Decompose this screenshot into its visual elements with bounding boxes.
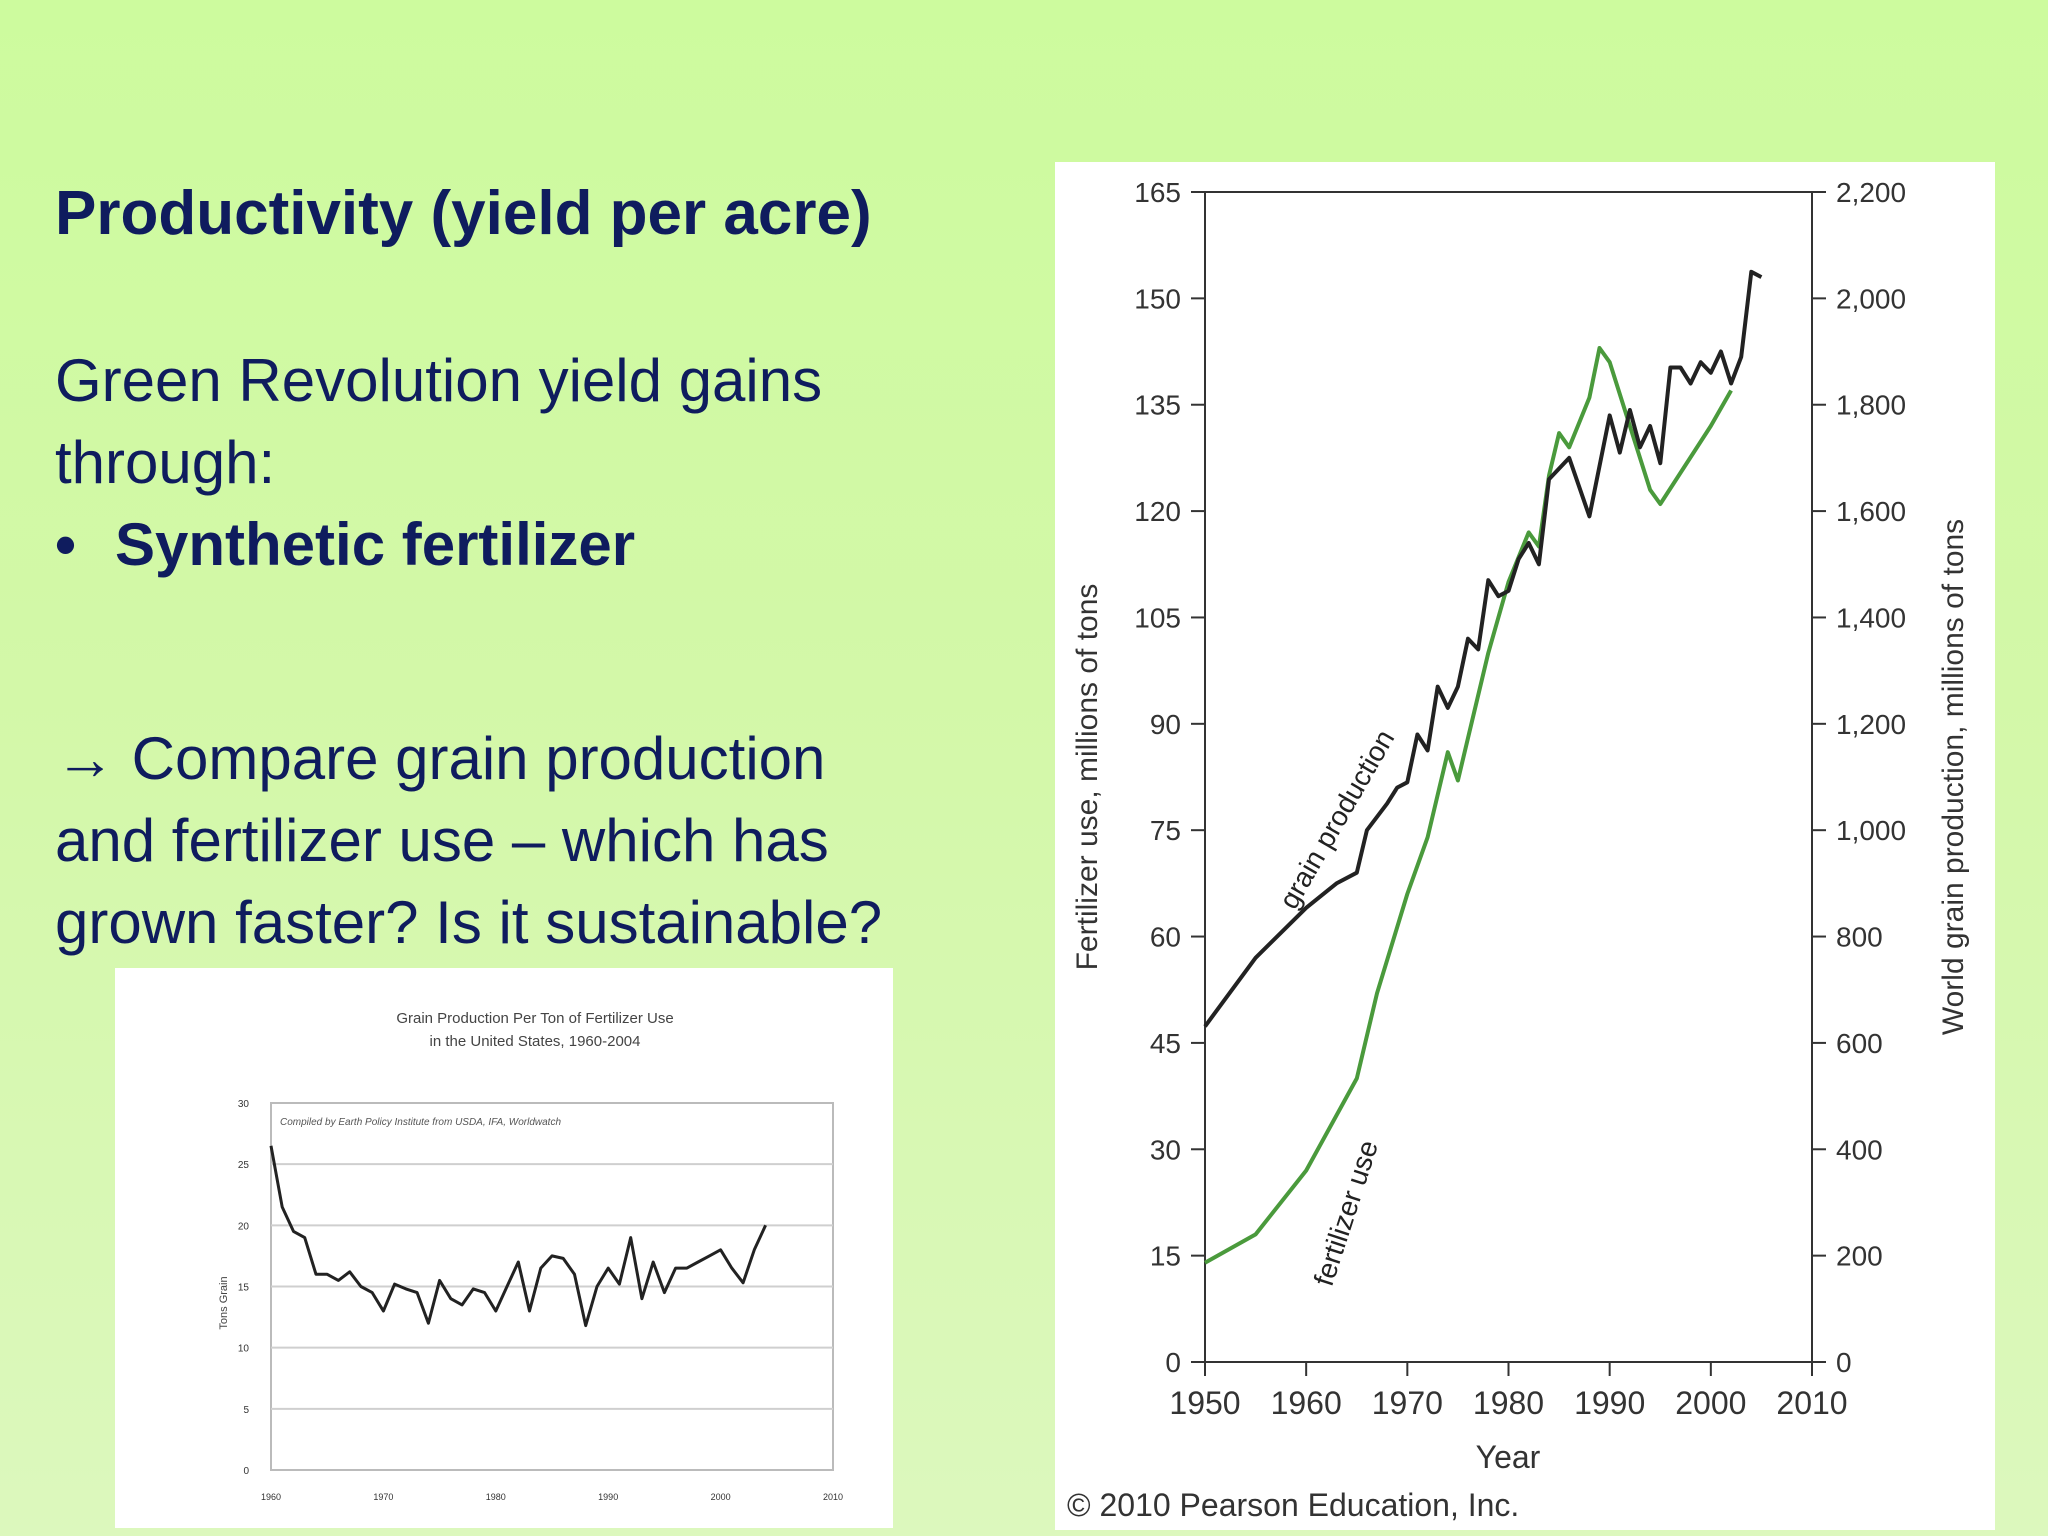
small-y-tick-label: 15	[238, 1283, 250, 1294]
fertilizer-use-line	[1204, 346, 1733, 1265]
y2-tick-label: 1,200	[1836, 709, 1906, 740]
y-tick-label: 45	[1150, 1028, 1181, 1059]
small-x-tick-label: 1960	[261, 1492, 281, 1502]
slide-question: → Compare grain production and fertilize…	[55, 718, 882, 964]
y2-tick-label: 200	[1836, 1241, 1883, 1272]
small-y-tick-label: 30	[238, 1099, 250, 1110]
y-tick-label: 30	[1150, 1134, 1181, 1165]
small-y-tick-label: 5	[243, 1405, 249, 1416]
small-x-tick-label: 1980	[486, 1492, 506, 1502]
small-chart: Grain Production Per Ton of Fertilizer U…	[218, 1010, 843, 1502]
y-tick-label: 165	[1134, 177, 1181, 208]
y-tick-label: 60	[1150, 922, 1181, 953]
y-tick-label: 75	[1150, 815, 1181, 846]
intro-line-2: through:	[55, 429, 276, 496]
y2-tick-label: 400	[1836, 1134, 1883, 1165]
y2-tick-label: 600	[1836, 1028, 1883, 1059]
x-tick-label: 1970	[1372, 1385, 1443, 1421]
small-chart-panel: Grain Production Per Ton of Fertilizer U…	[115, 968, 893, 1528]
y2-tick-label: 2,000	[1836, 283, 1906, 314]
bullet-dot-icon: •	[55, 511, 77, 578]
y2-tick-label: 2,200	[1836, 177, 1906, 208]
slide-intro: Green Revolution yield gains through: • S…	[55, 340, 822, 586]
small-y-tick-label: 10	[238, 1344, 250, 1355]
main-chart: 0 15 30 45 60 75 90 105 120 135 150 165 0 200 400 600 8…	[1067, 177, 1970, 1523]
y-tick-label: 15	[1150, 1241, 1181, 1272]
copyright-credit: © 2010 Pearson Education, Inc.	[1067, 1487, 1519, 1523]
slide-heading: Productivity (yield per acre)	[55, 179, 872, 248]
y-tick-label: 90	[1150, 709, 1181, 740]
small-chart-subtitle: in the United States, 1960-2004	[430, 1033, 641, 1050]
x-tick-label: 1960	[1271, 1385, 1342, 1421]
x-tick-label: 1980	[1473, 1385, 1544, 1421]
main-chart-panel: 0 15 30 45 60 75 90 105 120 135 150 165 0 200 400 600 8…	[1055, 162, 1995, 1530]
x-tick-label: 1950	[1169, 1385, 1240, 1421]
x-tick-label: 2010	[1776, 1385, 1847, 1421]
y2-tick-label: 1,600	[1836, 496, 1906, 527]
x-axis-title: Year	[1476, 1439, 1541, 1475]
fertilizer-use-label: fertilizer use	[1308, 1136, 1384, 1289]
small-x-tick-label: 2000	[711, 1492, 731, 1502]
y-tick-label: 150	[1134, 283, 1181, 314]
bullet-item: • Synthetic fertilizer	[55, 504, 822, 586]
question-line-2: and fertilizer use – which has	[55, 807, 829, 874]
question-line-3: grown faster? Is it sustainable?	[55, 889, 883, 956]
y2-tick-label: 1,000	[1836, 815, 1906, 846]
small-x-tick-label: 1990	[598, 1492, 618, 1502]
y2-tick-label: 800	[1836, 922, 1883, 953]
y-tick-label: 0	[1165, 1347, 1181, 1378]
y-tick-label: 135	[1134, 390, 1181, 421]
y-tick-label: 105	[1134, 602, 1181, 633]
y2-tick-label: 1,800	[1836, 390, 1906, 421]
small-chart-annotation: Compiled by Earth Policy Institute from …	[280, 1117, 561, 1128]
y2-axis-title: World grain production, millions of tons	[1937, 519, 1970, 1035]
grain-per-fertilizer-line	[269, 1145, 767, 1328]
y2-tick-label: 1,400	[1836, 602, 1906, 633]
grain-production-line	[1203, 269, 1763, 1028]
intro-line-1: Green Revolution yield gains	[55, 347, 823, 414]
small-y-tick-label: 20	[238, 1221, 250, 1232]
y-tick-label: 120	[1134, 496, 1181, 527]
small-x-tick-label: 2010	[823, 1492, 843, 1502]
small-x-tick-label: 1970	[373, 1492, 393, 1502]
small-y-tick-label: 0	[243, 1466, 249, 1477]
x-tick-label: 2000	[1675, 1385, 1746, 1421]
y-axis-title: Fertilizer use, millions of tons	[1071, 584, 1104, 971]
bullet-text: Synthetic fertilizer	[115, 511, 636, 578]
small-y-axis-title: Tons Grain	[218, 1276, 230, 1329]
question-line-1: → Compare grain production	[55, 725, 826, 792]
small-y-tick-label: 25	[238, 1160, 250, 1171]
x-tick-label: 1990	[1574, 1385, 1645, 1421]
small-chart-title: Grain Production Per Ton of Fertilizer U…	[396, 1010, 673, 1027]
y2-tick-label: 0	[1836, 1347, 1852, 1378]
